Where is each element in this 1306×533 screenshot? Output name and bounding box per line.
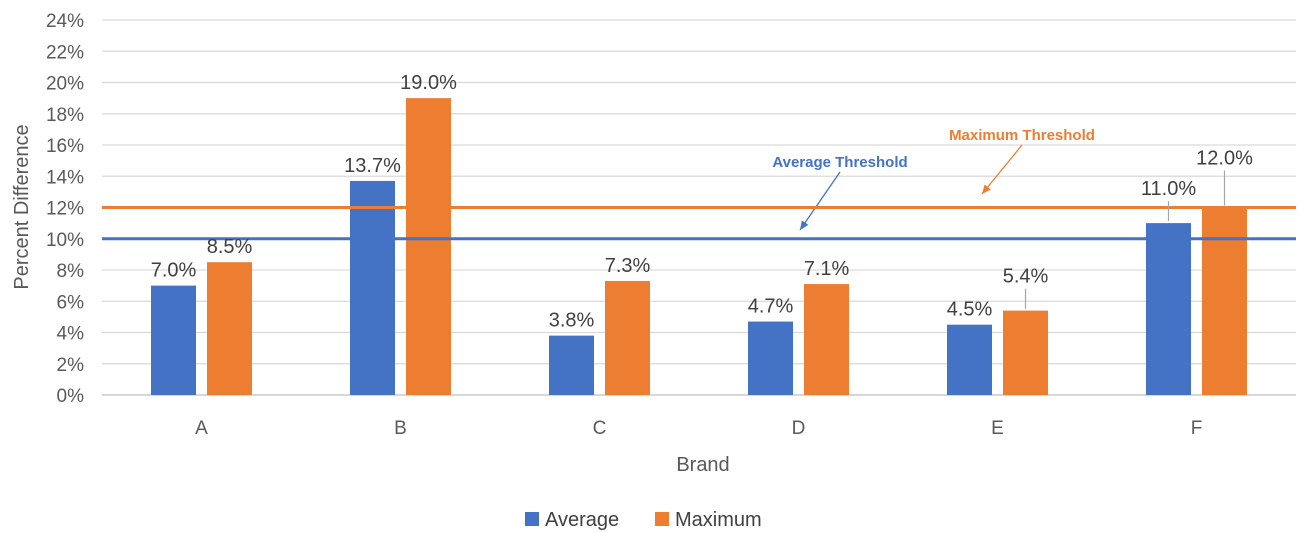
threshold-annotation-label: Maximum Threshold xyxy=(949,127,1095,144)
y-tick-label: 24% xyxy=(46,11,84,32)
data-label-average: 4.7% xyxy=(748,296,794,318)
data-label-average: 11.0% xyxy=(1141,178,1196,200)
y-tick-label: 20% xyxy=(46,74,84,95)
data-label-maximum: 5.4% xyxy=(1003,266,1049,288)
annotation-arrowhead xyxy=(982,184,991,194)
data-label-average: 13.7% xyxy=(344,155,401,177)
legend-label-average: Average xyxy=(545,509,619,531)
data-label-average: 4.5% xyxy=(947,299,993,321)
x-category-label: D xyxy=(792,418,806,439)
x-axis-title: Brand xyxy=(676,454,729,476)
x-category-label: E xyxy=(991,418,1004,439)
data-label-maximum: 7.1% xyxy=(804,258,850,280)
bar-average xyxy=(947,324,992,395)
data-label-maximum: 19.0% xyxy=(400,72,457,94)
legend: Average Maximum xyxy=(525,509,762,531)
x-category-label: F xyxy=(1191,418,1203,439)
data-label-average: 3.8% xyxy=(549,310,595,332)
y-tick-label: 4% xyxy=(57,324,85,345)
y-tick-label: 0% xyxy=(57,386,85,407)
bars xyxy=(151,98,1247,395)
data-label-average: 7.0% xyxy=(151,260,197,282)
annotation-arrow-line xyxy=(799,171,841,231)
legend-label-maximum: Maximum xyxy=(675,509,762,531)
legend-swatch-maximum xyxy=(655,512,669,526)
data-label-maximum: 7.3% xyxy=(605,255,651,277)
y-tick-label: 10% xyxy=(46,230,84,251)
bar-average xyxy=(350,180,395,395)
y-tick-label: 8% xyxy=(57,261,85,282)
y-tick-label: 6% xyxy=(57,292,85,313)
bar-average xyxy=(151,285,196,395)
x-axis-category-labels: A B C D E F xyxy=(195,418,1202,439)
bar-maximum xyxy=(1202,207,1247,395)
bar-maximum xyxy=(605,280,650,395)
y-axis-title: Percent Difference xyxy=(11,124,33,289)
y-tick-label: 22% xyxy=(46,42,84,63)
bar-maximum xyxy=(1003,310,1048,395)
annotation-arrowhead xyxy=(800,220,809,230)
data-labels: 7.0% 8.5% 13.7% 19.0% 3.8% 7.3% 4.7% 7.1% 4.5% 5.… xyxy=(151,72,1253,332)
bar-average xyxy=(1146,223,1191,395)
bar-maximum xyxy=(804,284,849,395)
legend-swatch-average xyxy=(525,512,539,526)
bar-average xyxy=(748,321,793,395)
threshold-lines: Average Threshold Maximum Threshold xyxy=(102,127,1296,241)
y-axis-tick-labels: 0% 2% 4% 6% 8% 10% 12% 14% 16% 18% 20% 22% 24% xyxy=(46,11,84,407)
threshold-annotation-label: Average Threshold xyxy=(772,154,907,171)
bar-maximum xyxy=(406,98,451,395)
y-tick-label: 18% xyxy=(46,105,84,126)
data-label-maximum: 8.5% xyxy=(207,236,253,258)
annotation-arrow-line xyxy=(981,144,1023,195)
bar-average xyxy=(549,335,594,395)
data-label-maximum: 12.0% xyxy=(1196,148,1253,170)
y-tick-label: 14% xyxy=(46,167,84,188)
x-category-label: A xyxy=(195,418,208,439)
y-tick-label: 12% xyxy=(46,199,84,220)
bar-maximum xyxy=(207,262,252,395)
x-category-label: B xyxy=(394,418,407,439)
x-category-label: C xyxy=(593,418,607,439)
y-tick-label: 16% xyxy=(46,136,84,157)
y-tick-label: 2% xyxy=(57,355,85,376)
